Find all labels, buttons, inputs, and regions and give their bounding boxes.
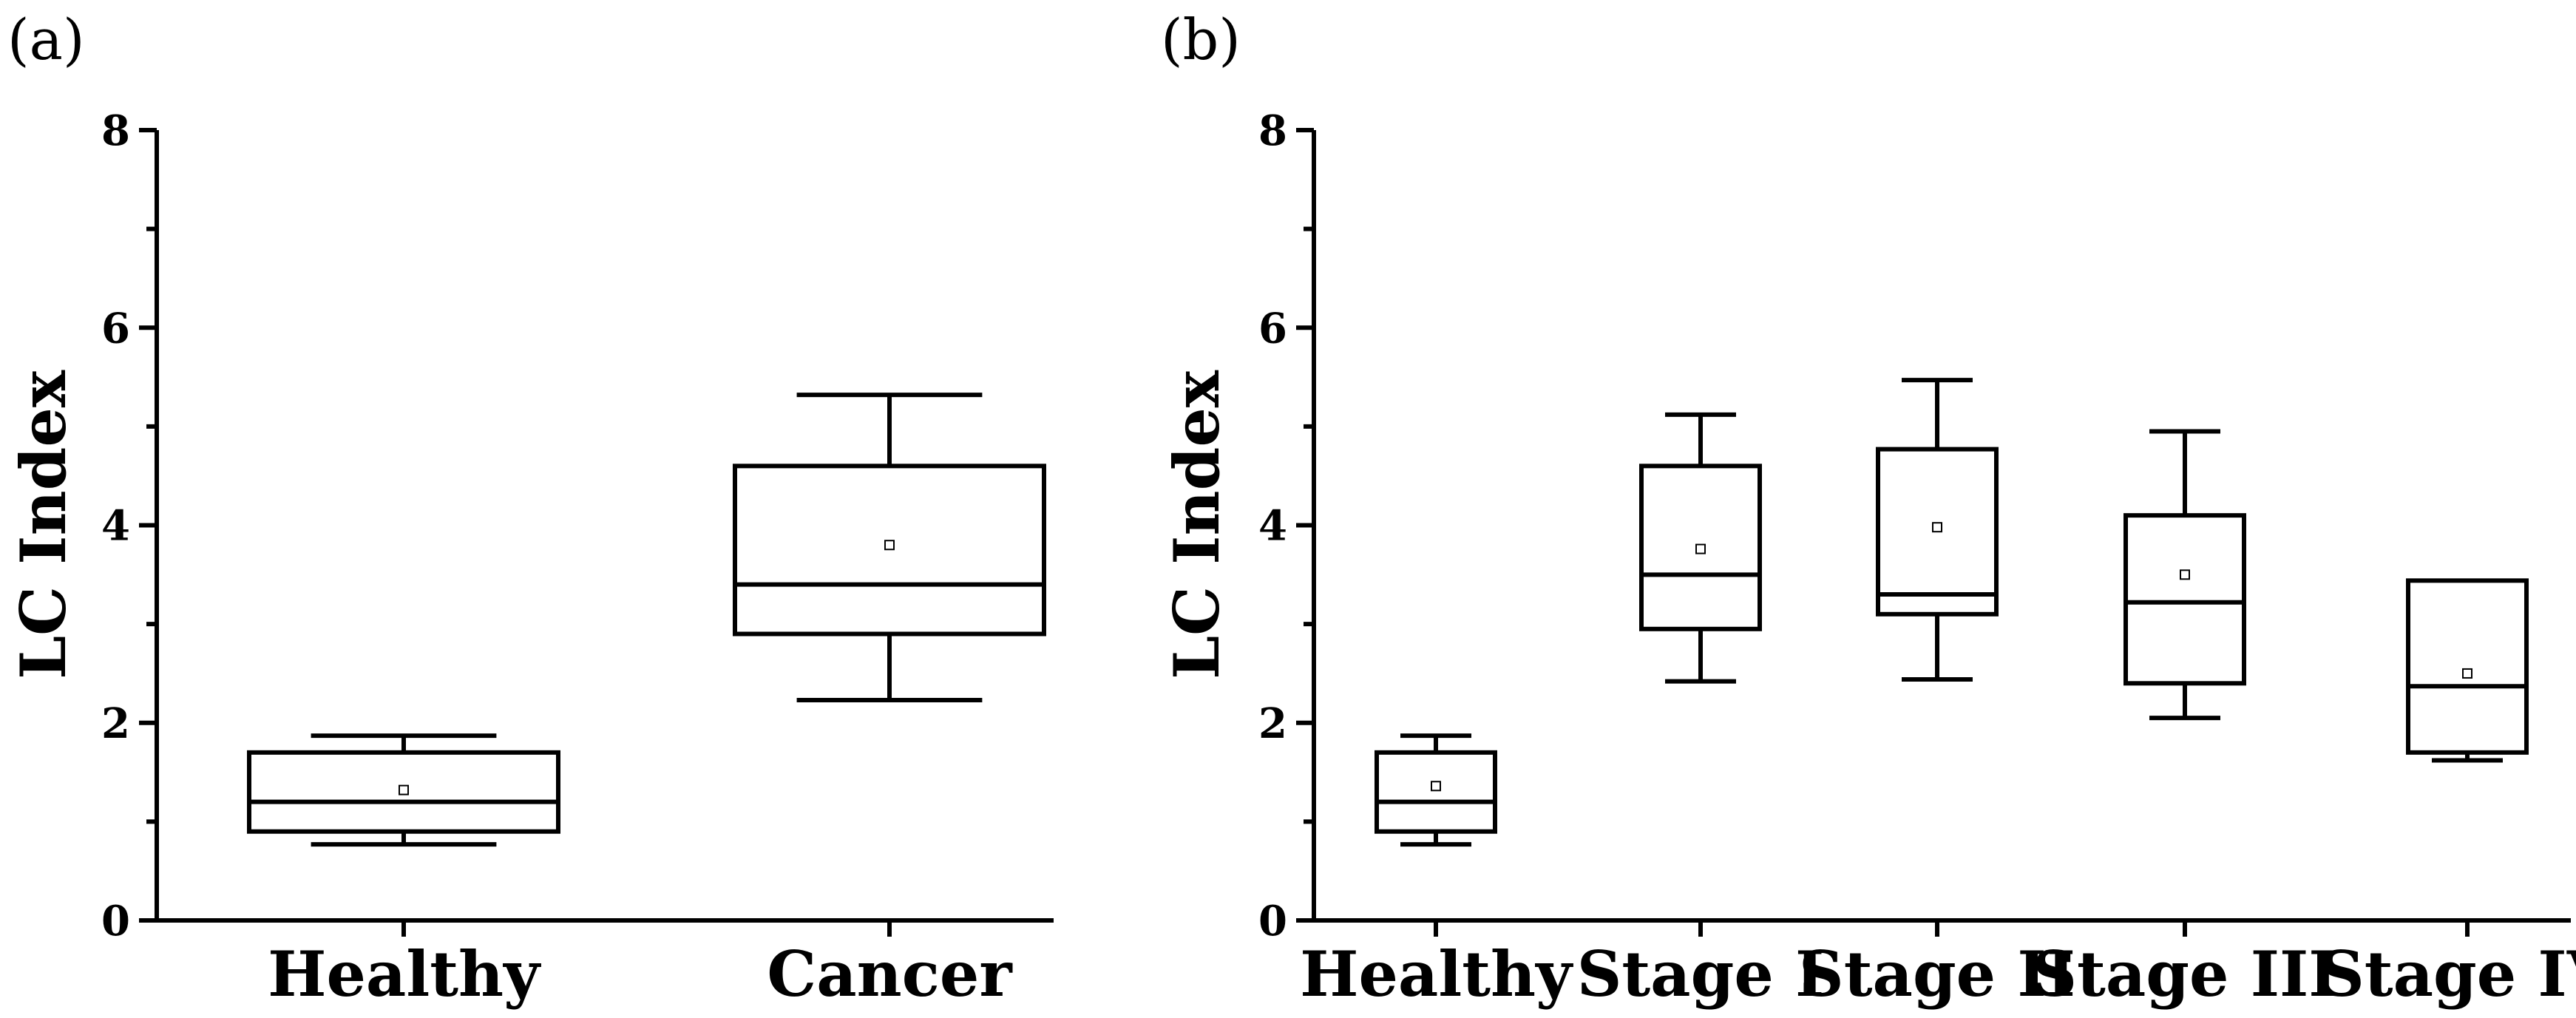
mean-marker	[2180, 569, 2190, 580]
iqr-box	[2406, 578, 2529, 755]
panel-label: (a)	[7, 7, 85, 72]
y-tick-label: 6	[101, 304, 130, 353]
mean-marker	[1695, 543, 1706, 554]
y-tick-label: 0	[101, 897, 130, 946]
box-healthy	[1375, 733, 1497, 847]
mean-marker	[399, 784, 409, 795]
y-tick-label: 2	[1258, 699, 1287, 748]
mean-marker	[884, 540, 895, 551]
iqr-box	[2123, 513, 2246, 686]
y-tick-label: 4	[1258, 502, 1287, 551]
iqr-box	[1375, 750, 1497, 834]
panel-a: (a) LC Index 0 2 4 6 8 Healthy Cancer	[7, 7, 1054, 1011]
y-tick-label: 8	[1258, 106, 1287, 155]
box-healthy	[247, 733, 560, 847]
box-stage-ii	[1876, 378, 1999, 682]
y-tick-label: 6	[1258, 304, 1287, 353]
box-stage-iv	[2406, 578, 2529, 763]
mean-marker	[1431, 781, 1441, 792]
y-axis-title: LC Index	[1160, 370, 1233, 679]
iqr-box	[733, 464, 1046, 637]
y-tick-label: 0	[1258, 897, 1287, 946]
x-category-label: Stage I	[1577, 937, 1825, 1011]
x-category-label: Healthy	[268, 937, 541, 1011]
panel-label: (b)	[1161, 7, 1241, 72]
iqr-box	[1876, 447, 1999, 617]
x-category-label: Stage II	[1799, 937, 2075, 1011]
box-stage-iii	[2123, 429, 2246, 721]
y-tick-label: 4	[101, 502, 130, 551]
iqr-box	[247, 750, 560, 834]
y-axis-title: LC Index	[7, 370, 80, 679]
x-category-label: Cancer	[767, 937, 1013, 1011]
box-stage-i	[1639, 412, 1762, 684]
box-cancer	[733, 393, 1046, 703]
x-category-label: Stage IV	[2319, 937, 2576, 1011]
y-tick-label: 8	[101, 106, 130, 155]
x-category-label: Healthy	[1300, 937, 1573, 1011]
x-category-label: Stage III	[2032, 937, 2337, 1011]
mean-marker	[2462, 668, 2472, 679]
y-tick-label: 2	[101, 699, 130, 748]
mean-marker	[1932, 522, 1942, 533]
